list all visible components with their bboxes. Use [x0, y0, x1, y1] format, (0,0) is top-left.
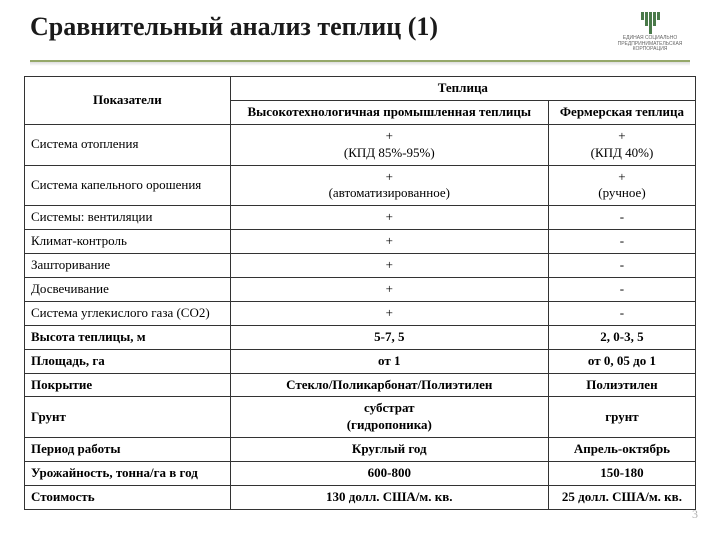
col-header-greenhouse: Теплица: [230, 77, 695, 101]
table-row: Зашторивание+-: [25, 254, 696, 278]
row-value-farm: -: [548, 254, 695, 278]
row-value-farm: -: [548, 206, 695, 230]
row-label: Грунт: [25, 397, 231, 438]
row-label: Система капельного орошения: [25, 165, 231, 206]
row-label: Система углекислого газа (СО2): [25, 301, 231, 325]
col-header-indicators: Показатели: [25, 77, 231, 125]
row-value-farm: -: [548, 278, 695, 302]
table-row: Урожайность, тонна/га в год600-800150-18…: [25, 462, 696, 486]
row-value-hightech: +: [230, 301, 548, 325]
row-label: Площадь, га: [25, 349, 231, 373]
row-value-farm: +(ручное): [548, 165, 695, 206]
row-value-farm: +(КПД 40%): [548, 124, 695, 165]
table-row: Системы: вентиляции+-: [25, 206, 696, 230]
row-value-farm: 25 долл. США/м. кв.: [548, 486, 695, 510]
row-value-hightech: от 1: [230, 349, 548, 373]
table-row: Стоимость130 долл. США/м. кв.25 долл. СШ…: [25, 486, 696, 510]
row-label: Высота теплицы, м: [25, 325, 231, 349]
table-row: Система капельного орошения+(автоматизир…: [25, 165, 696, 206]
row-value-hightech: +: [230, 254, 548, 278]
row-value-hightech: +(КПД 85%-95%): [230, 124, 548, 165]
row-value-hightech: +: [230, 206, 548, 230]
row-value-hightech: Круглый год: [230, 438, 548, 462]
row-label: Досвечивание: [25, 278, 231, 302]
row-value-hightech: +(автоматизированное): [230, 165, 548, 206]
row-value-farm: -: [548, 230, 695, 254]
table-row: Площадь, гаот 1от 0, 05 до 1: [25, 349, 696, 373]
row-value-hightech: 130 долл. США/м. кв.: [230, 486, 548, 510]
row-label: Период работы: [25, 438, 231, 462]
table-row: Система углекислого газа (СО2)+-: [25, 301, 696, 325]
row-value-farm: 150-180: [548, 462, 695, 486]
col-header-farm: Фермерская теплица: [548, 100, 695, 124]
row-value-farm: Апрель-октябрь: [548, 438, 695, 462]
row-value-farm: 2, 0-3, 5: [548, 325, 695, 349]
row-value-hightech: субстрат(гидропоника): [230, 397, 548, 438]
table-row: Досвечивание+-: [25, 278, 696, 302]
row-value-farm: -: [548, 301, 695, 325]
table-row: Период работыКруглый годАпрель-октябрь: [25, 438, 696, 462]
comparison-table: Показатели Теплица Высокотехнологичная п…: [24, 76, 696, 510]
table-row: Грунтсубстрат(гидропоника)грунт: [25, 397, 696, 438]
row-label: Зашторивание: [25, 254, 231, 278]
logo: ЕДИНАЯ СОЦИАЛЬНО ПРЕДПРИНИМАТЕЛЬСКАЯ КОР…: [610, 12, 690, 52]
row-label: Стоимость: [25, 486, 231, 510]
row-value-hightech: 5-7, 5: [230, 325, 548, 349]
row-value-farm: Полиэтилен: [548, 373, 695, 397]
logo-icon: [641, 12, 660, 34]
row-label: Покрытие: [25, 373, 231, 397]
row-label: Урожайность, тонна/га в год: [25, 462, 231, 486]
col-header-hightech: Высокотехнологичная промышленная теплицы: [230, 100, 548, 124]
page-number: 3: [692, 507, 698, 522]
table-header-row-1: Показатели Теплица: [25, 77, 696, 101]
divider-shadow: [30, 62, 690, 66]
table-row: Система отопления+(КПД 85%-95%)+(КПД 40%…: [25, 124, 696, 165]
row-value-hightech: Стекло/Поликарбонат/Полиэтилен: [230, 373, 548, 397]
row-value-farm: грунт: [548, 397, 695, 438]
table-row: ПокрытиеСтекло/Поликарбонат/ПолиэтиленПо…: [25, 373, 696, 397]
row-value-hightech: +: [230, 230, 548, 254]
row-value-hightech: +: [230, 278, 548, 302]
row-label: Система отопления: [25, 124, 231, 165]
row-label: Климат-контроль: [25, 230, 231, 254]
page-title: Сравнительный анализ теплиц (1): [30, 12, 438, 42]
row-label: Системы: вентиляции: [25, 206, 231, 230]
logo-text: ЕДИНАЯ СОЦИАЛЬНО ПРЕДПРИНИМАТЕЛЬСКАЯ КОР…: [610, 36, 690, 53]
table-row: Климат-контроль+-: [25, 230, 696, 254]
row-value-farm: от 0, 05 до 1: [548, 349, 695, 373]
table-row: Высота теплицы, м5-7, 52, 0-3, 5: [25, 325, 696, 349]
row-value-hightech: 600-800: [230, 462, 548, 486]
